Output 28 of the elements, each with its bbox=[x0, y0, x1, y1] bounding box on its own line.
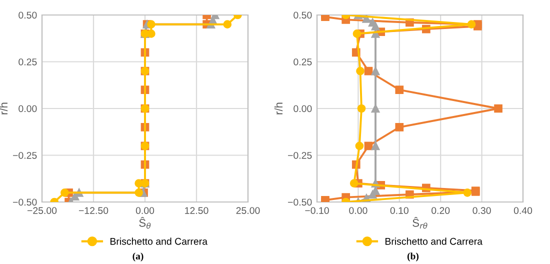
legend-label: Brischetto and Carrera bbox=[386, 238, 483, 245]
y-tick-label: 0.00 bbox=[294, 105, 312, 112]
x-axis-title: Ŝ$_{θ}$ bbox=[139, 217, 151, 229]
legend-label: Brischetto and Carrera bbox=[110, 238, 208, 245]
y-tick-label: 0.25 bbox=[18, 58, 37, 66]
text: (b) bbox=[407, 252, 419, 262]
y-axis-title: r/h bbox=[274, 102, 283, 114]
y-tick-label: 0.25 bbox=[294, 58, 312, 66]
x-tick-label: 25.00 bbox=[236, 207, 260, 214]
x-tick-label: −25.00 bbox=[27, 207, 57, 214]
y-tick-label: 0.50 bbox=[18, 12, 37, 19]
x-tick-label: 0.00 bbox=[349, 207, 368, 214]
x-tick-label: 0.00 bbox=[136, 207, 154, 214]
y-tick-label: 0.00 bbox=[18, 105, 37, 112]
y-tick-label: −0.25 bbox=[13, 152, 37, 159]
x-tick-label: 0.20 bbox=[432, 207, 450, 214]
x-tick-label: 0.30 bbox=[472, 207, 491, 214]
x-tick-label: 0.40 bbox=[514, 207, 532, 214]
x-axis-title: Ŝ$_{rθ}$ bbox=[412, 217, 428, 229]
y-tick-label: 0.50 bbox=[294, 12, 312, 19]
x-tick-label: −12.50 bbox=[78, 207, 108, 214]
y-tick-label: −0.50 bbox=[288, 198, 312, 206]
text: (a) bbox=[132, 252, 144, 262]
y-tick-label: −0.25 bbox=[288, 152, 312, 159]
y-tick-label: −0.50 bbox=[13, 198, 37, 206]
x-tick-label: 0.10 bbox=[390, 207, 408, 214]
x-tick-label: −0.10 bbox=[305, 207, 329, 214]
x-tick-label: 12.50 bbox=[185, 207, 208, 214]
